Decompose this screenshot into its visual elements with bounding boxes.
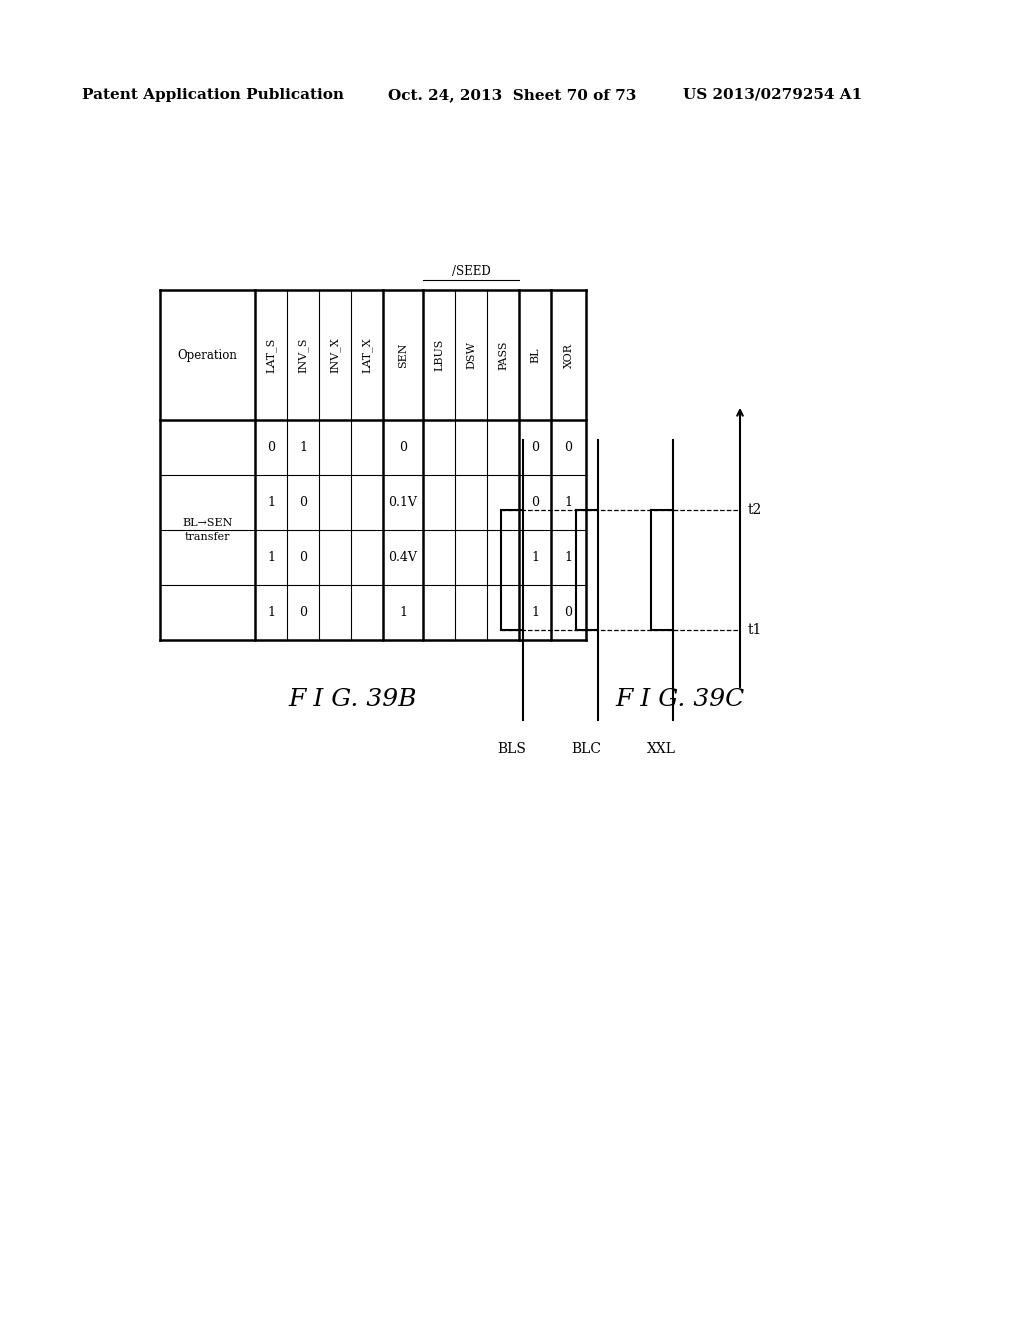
Text: 0: 0: [299, 496, 307, 510]
Text: 1: 1: [564, 550, 572, 564]
Text: DSW: DSW: [466, 341, 476, 368]
Text: INV_S: INV_S: [298, 337, 308, 372]
Text: Oct. 24, 2013  Sheet 70 of 73: Oct. 24, 2013 Sheet 70 of 73: [388, 88, 636, 102]
Text: 0: 0: [267, 441, 275, 454]
Text: 1: 1: [531, 606, 539, 619]
Text: INV_X: INV_X: [330, 337, 340, 372]
Text: Patent Application Publication: Patent Application Publication: [82, 88, 344, 102]
Text: 1: 1: [267, 496, 275, 510]
Text: 0: 0: [564, 441, 572, 454]
Text: PASS: PASS: [498, 341, 508, 370]
Text: BLC: BLC: [571, 742, 601, 756]
Text: 0.4V: 0.4V: [388, 550, 418, 564]
Text: BL: BL: [530, 347, 540, 363]
Text: 1: 1: [299, 441, 307, 454]
Text: 0: 0: [399, 441, 407, 454]
Text: LAT_S: LAT_S: [265, 338, 276, 372]
Text: LAT_X: LAT_X: [361, 337, 373, 372]
Text: XOR: XOR: [563, 342, 573, 367]
Text: /SEED: /SEED: [452, 265, 490, 279]
Text: 0: 0: [299, 550, 307, 564]
Text: F I G. 39B: F I G. 39B: [289, 689, 417, 711]
Text: Operation: Operation: [177, 348, 238, 362]
Text: 1: 1: [399, 606, 407, 619]
Text: 1: 1: [267, 550, 275, 564]
Text: SEN: SEN: [398, 342, 408, 368]
Text: LBUS: LBUS: [434, 339, 444, 371]
Text: 1: 1: [564, 496, 572, 510]
Text: 0: 0: [531, 496, 539, 510]
Text: US 2013/0279254 A1: US 2013/0279254 A1: [683, 88, 862, 102]
Text: 0: 0: [531, 441, 539, 454]
Text: 0: 0: [299, 606, 307, 619]
Text: t1: t1: [748, 623, 763, 638]
Text: BL→SEN
transfer: BL→SEN transfer: [182, 517, 232, 543]
Text: 0.1V: 0.1V: [388, 496, 418, 510]
Text: 1: 1: [531, 550, 539, 564]
Text: 1: 1: [267, 606, 275, 619]
Text: 0: 0: [564, 606, 572, 619]
Text: XXL: XXL: [647, 742, 676, 756]
Text: F I G. 39C: F I G. 39C: [615, 689, 744, 711]
Text: t2: t2: [748, 503, 762, 517]
Text: BLS: BLS: [497, 742, 526, 756]
